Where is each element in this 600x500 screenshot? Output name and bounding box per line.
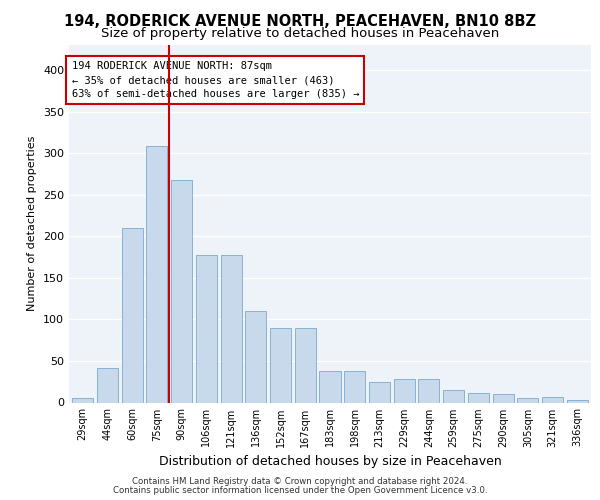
Bar	[319, 371, 341, 402]
Bar	[122, 228, 143, 402]
Bar	[369, 382, 390, 402]
Text: Contains public sector information licensed under the Open Government Licence v3: Contains public sector information licen…	[113, 486, 487, 495]
Text: 194 RODERICK AVENUE NORTH: 87sqm
← 35% of detached houses are smaller (463)
63% : 194 RODERICK AVENUE NORTH: 87sqm ← 35% o…	[71, 61, 359, 99]
Bar	[468, 392, 489, 402]
Bar	[295, 328, 316, 402]
Bar	[196, 254, 217, 402]
Bar	[344, 371, 365, 402]
Bar	[97, 368, 118, 402]
Bar	[517, 398, 538, 402]
Bar	[72, 398, 93, 402]
Text: Size of property relative to detached houses in Peacehaven: Size of property relative to detached ho…	[101, 28, 499, 40]
Bar	[245, 311, 266, 402]
Bar	[493, 394, 514, 402]
Text: 194, RODERICK AVENUE NORTH, PEACEHAVEN, BN10 8BZ: 194, RODERICK AVENUE NORTH, PEACEHAVEN, …	[64, 14, 536, 29]
Bar	[221, 254, 242, 402]
Bar	[542, 396, 563, 402]
Bar	[418, 379, 439, 402]
Bar	[567, 400, 588, 402]
X-axis label: Distribution of detached houses by size in Peacehaven: Distribution of detached houses by size …	[158, 455, 502, 468]
Text: Contains HM Land Registry data © Crown copyright and database right 2024.: Contains HM Land Registry data © Crown c…	[132, 477, 468, 486]
Bar	[146, 146, 167, 402]
Bar	[270, 328, 291, 402]
Bar	[394, 379, 415, 402]
Bar	[171, 180, 192, 402]
Y-axis label: Number of detached properties: Number of detached properties	[28, 136, 37, 312]
Bar	[443, 390, 464, 402]
